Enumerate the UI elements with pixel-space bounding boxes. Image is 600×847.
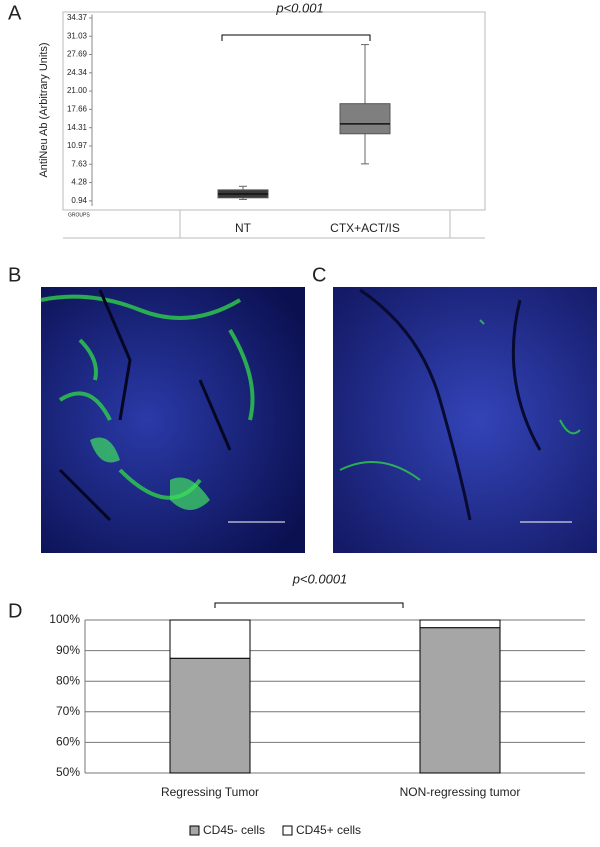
panel-label: A [8,2,22,24]
panel-label: C [312,264,326,286]
x-tick-label: Regressing Tumor [161,785,259,799]
y-tick-label: 70% [56,704,80,718]
bar-segment [169,657,251,774]
y-tick-label: 7.63 [71,159,87,168]
y-tick-label: 31.03 [67,31,88,40]
y-tick-label: 17.66 [67,104,88,113]
legend-swatch [282,825,293,836]
y-tick-label: 27.69 [67,50,88,59]
significance-bracket [221,34,371,41]
panel-label: D [8,600,22,622]
legend-swatch [189,825,200,836]
significance-bracket [214,602,404,608]
y-tick-label: 80% [56,673,80,687]
micrograph [333,287,597,553]
panel-label: B [8,264,21,286]
annotation: p<0.0001 [292,571,348,586]
y-tick-label: 100% [49,612,80,626]
y-tick-label: 21.00 [67,86,88,95]
group-label: GROUPS [68,212,90,218]
x-tick-label: CTX+ACT/IS [330,221,400,235]
y-tick-label: 50% [56,765,80,779]
legend-label: CD45- cells [203,823,265,837]
y-tick-label: 60% [56,735,80,749]
y-tick-label: 34.37 [67,13,88,22]
plot-frame [62,11,486,211]
bar-segment [419,627,501,774]
bar-segment [419,619,501,629]
bar-segment [169,619,251,659]
y-axis-label: AntiNeu Ab (Arbitrary Units) [38,42,50,177]
y-tick-label: 0.94 [71,196,87,205]
y-tick-label: 10.97 [67,141,88,150]
legend-label: CD45+ cells [296,823,361,837]
y-tick-label: 90% [56,643,80,657]
y-tick-label: 14.31 [67,123,88,132]
annotation: p<0.001 [275,0,323,15]
micrograph [40,287,305,553]
x-tick-label: NT [235,221,252,235]
x-tick-label: NON-regressing tumor [400,785,521,799]
y-tick-label: 4.28 [71,178,87,187]
box [339,103,391,135]
y-tick-label: 24.34 [67,68,88,77]
